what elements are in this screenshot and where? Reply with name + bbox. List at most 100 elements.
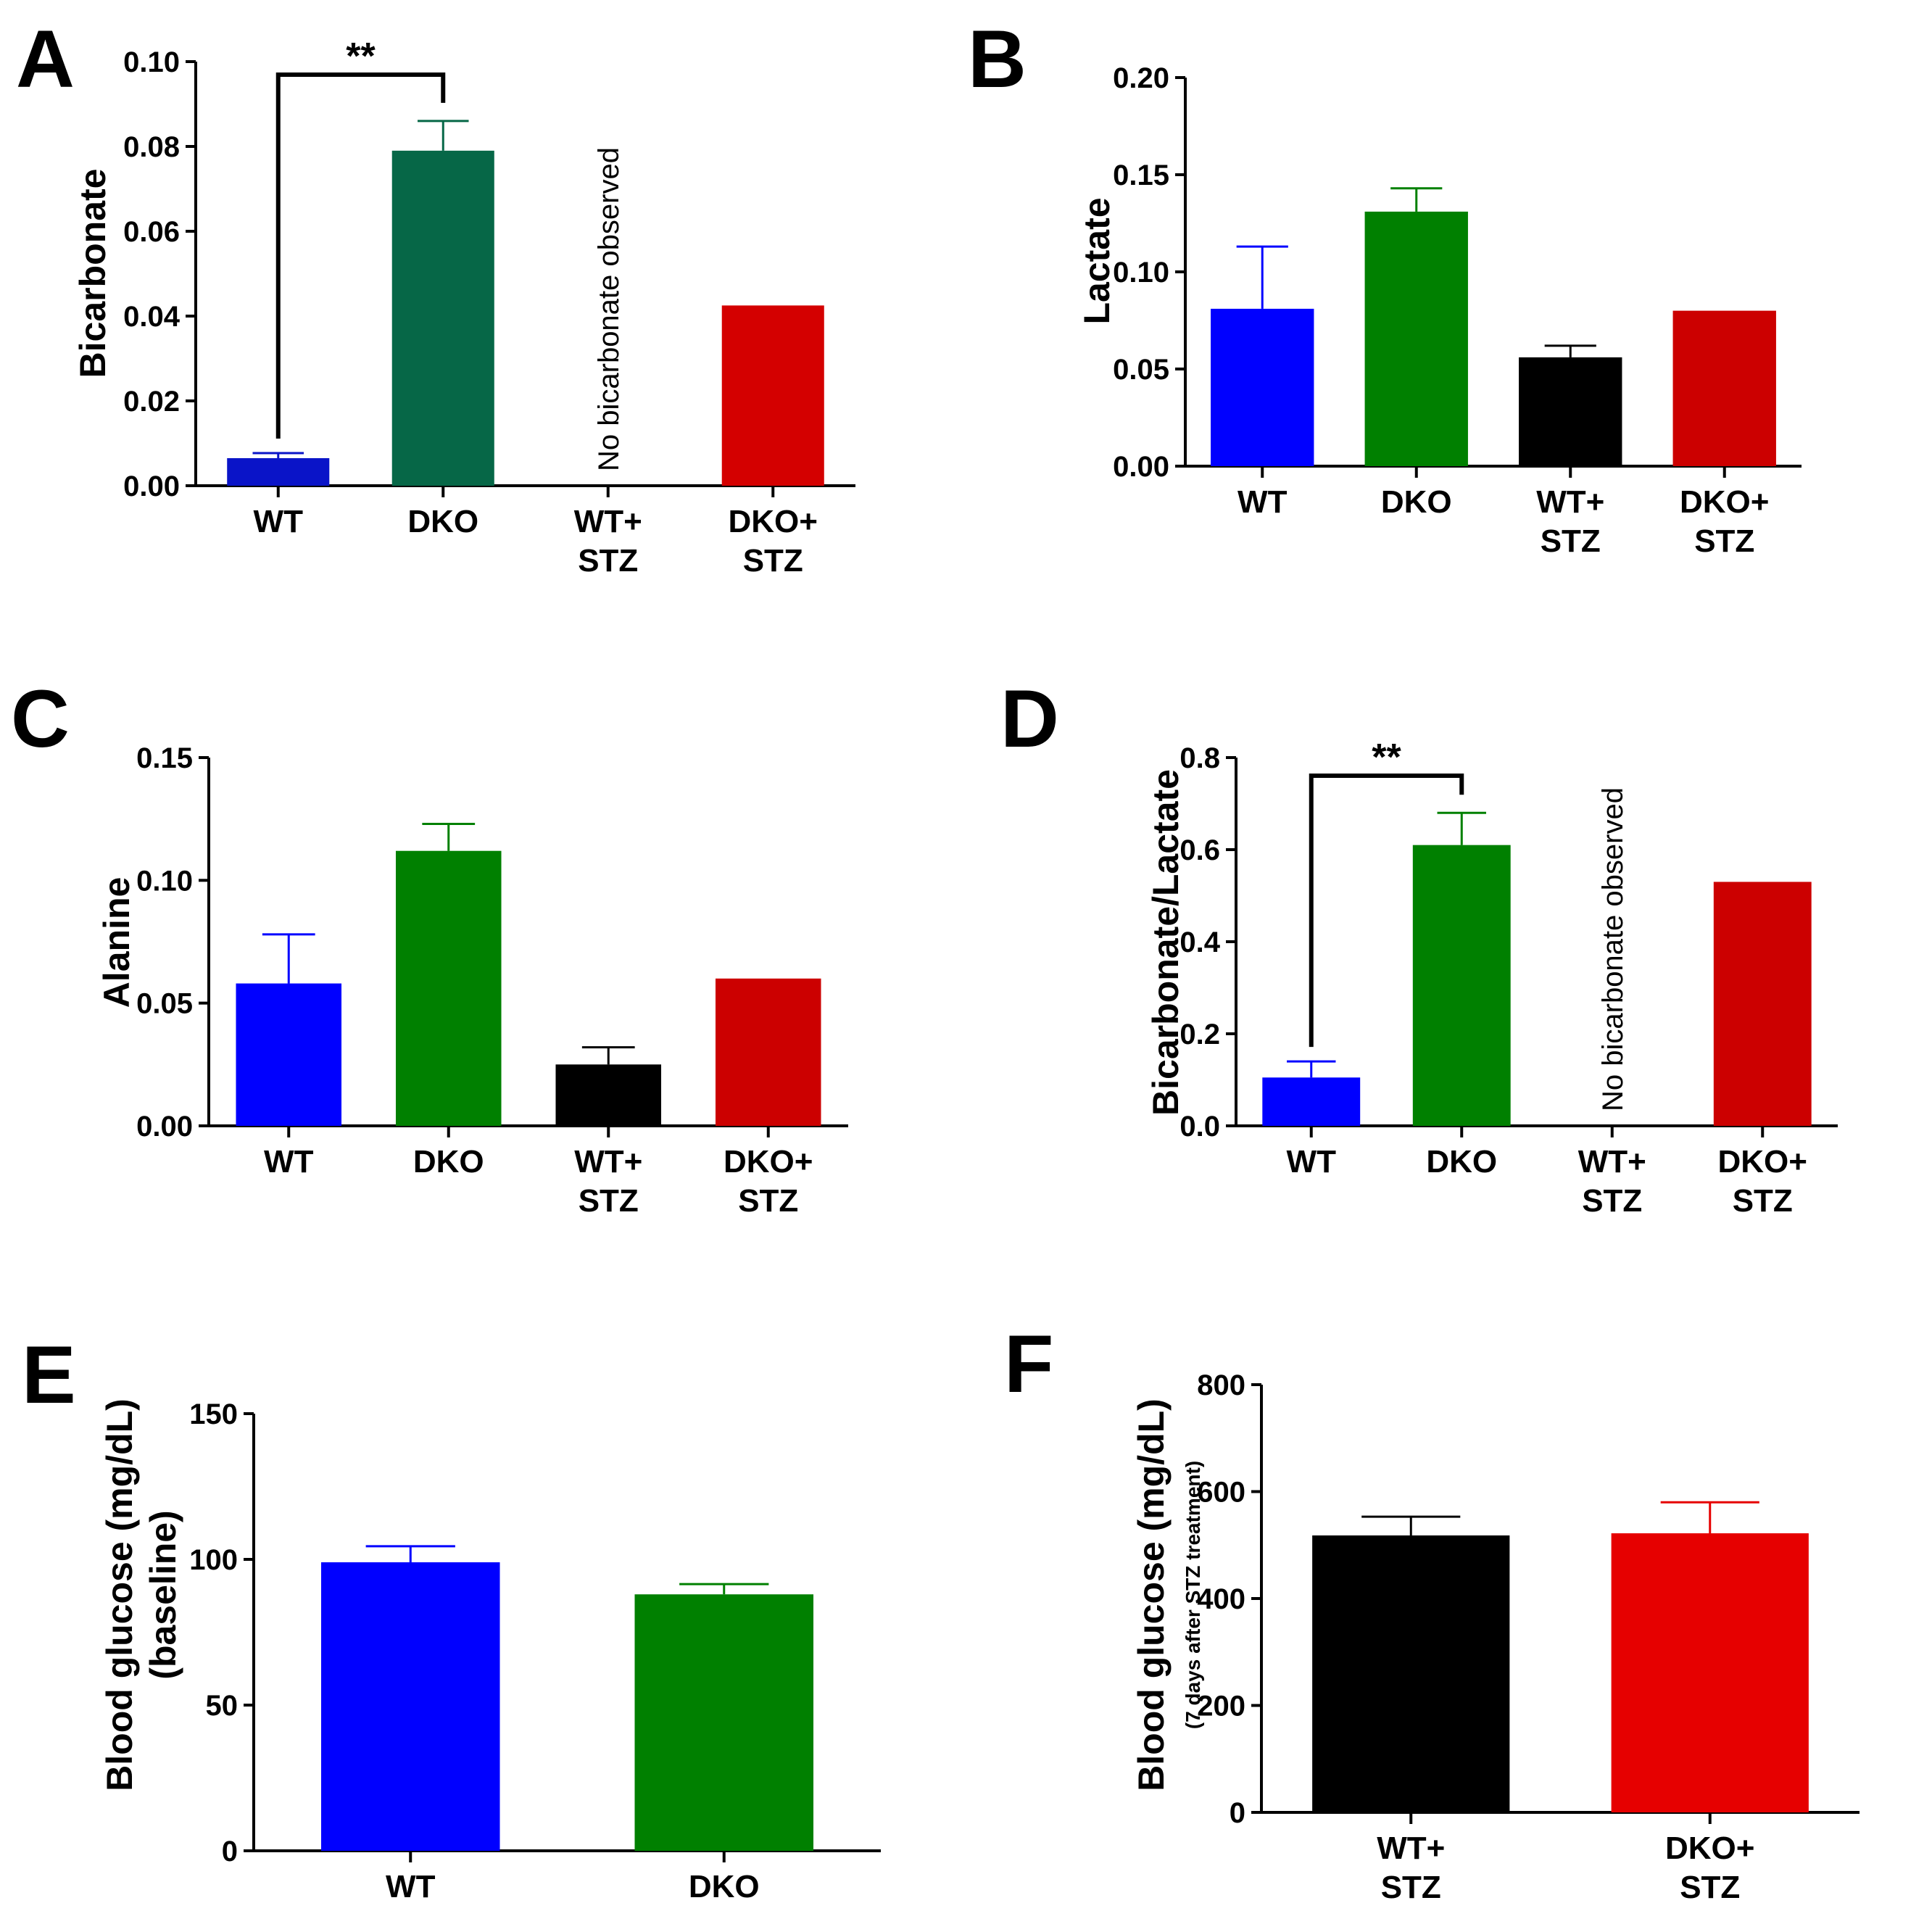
- y-tick-label-c: 0.15: [136, 742, 193, 774]
- bar-a: [391, 150, 494, 486]
- y-tick-label-a: 0.10: [123, 46, 180, 78]
- bar-e: [320, 1562, 500, 1851]
- category-label-d: WT+: [1578, 1144, 1646, 1179]
- category-label-d: STZ: [1733, 1183, 1793, 1219]
- category-label-a: WT: [254, 504, 304, 539]
- category-label-d: DKO: [1426, 1144, 1497, 1179]
- category-label-f: WT+: [1377, 1831, 1445, 1866]
- bar-c: [715, 978, 821, 1126]
- bar-b: [1519, 357, 1622, 466]
- y-tick-label-f: 0: [1230, 1797, 1245, 1829]
- significance-label-d: **: [1372, 737, 1401, 779]
- category-label-b: STZ: [1541, 523, 1601, 559]
- category-label-d: DKO+: [1718, 1144, 1807, 1179]
- y-tick-label-a: 0.00: [123, 470, 180, 502]
- bar-a: [227, 457, 330, 486]
- y-axis-label-f: Blood glucose (mg/dL): [1131, 1398, 1172, 1791]
- category-label-d: WT: [1287, 1144, 1337, 1179]
- category-label-b: DKO+: [1680, 484, 1769, 520]
- y-tick-label-b: 0.20: [1113, 62, 1169, 94]
- category-label-c: WT+: [574, 1144, 642, 1179]
- panel-c: C 0.00 0.05 0.10 0.15 Alanine WT DKO WT+ STZ DKO+ S…: [11, 673, 848, 1219]
- category-label-a: STZ: [743, 543, 803, 579]
- panel-a: A 0.00 0.02 0.04 0.06 0.08 0.10 Bicarbonate WT DK…: [16, 14, 855, 579]
- bar-d: [1412, 845, 1511, 1126]
- category-label-f: STZ: [1381, 1870, 1441, 1905]
- y-tick-label-b: 0.00: [1113, 451, 1169, 483]
- bar-d: [1713, 882, 1812, 1126]
- y-tick-label-d: 0.4: [1179, 926, 1220, 958]
- y-tick-label-a: 0.06: [123, 216, 180, 248]
- category-label-c: STZ: [738, 1183, 798, 1219]
- bar-d: [1262, 1077, 1361, 1126]
- y-tick-label-d: 0.8: [1179, 742, 1220, 774]
- y-axis-label-secondary-f: (7 days after STZ treatment): [1182, 1461, 1204, 1729]
- significance-bracket-a: [275, 72, 446, 439]
- panel-letter-a: A: [16, 14, 75, 104]
- category-label-a: DKO+: [729, 504, 818, 539]
- category-label-b: WT: [1237, 484, 1288, 520]
- category-label-d: STZ: [1582, 1183, 1642, 1219]
- y-tick-label-c: 0.00: [136, 1111, 193, 1143]
- y-tick-label-b: 0.10: [1113, 257, 1169, 289]
- category-label-c: DKO+: [724, 1144, 813, 1179]
- bar-b: [1211, 308, 1314, 466]
- y-axis-label-secondary-e: (baseline): [143, 1510, 183, 1679]
- bar-b: [1364, 211, 1468, 466]
- annotation-d: No bicarbonate observed: [1597, 787, 1629, 1111]
- y-tick-label-a: 0.04: [123, 301, 181, 333]
- category-label-a: WT+: [574, 504, 642, 539]
- y-axis-label-e: Blood glucose (mg/dL): [99, 1398, 140, 1791]
- panel-letter-e: E: [22, 1330, 76, 1420]
- bar-a: [721, 305, 824, 486]
- y-tick-label-d: 0.2: [1179, 1019, 1220, 1050]
- y-tick-label-f: 200: [1197, 1691, 1245, 1722]
- category-label-e: DKO: [689, 1869, 760, 1904]
- bar-f: [1611, 1533, 1809, 1812]
- panel-f: F 0 200 400 600 800 Blood glucose (mg/dL) (7 da…: [1004, 1319, 1860, 1905]
- y-tick-label-e: 0: [222, 1836, 238, 1867]
- category-label-f: STZ: [1680, 1870, 1740, 1905]
- y-tick-label-f: 800: [1197, 1369, 1245, 1401]
- y-tick-label-c: 0.05: [136, 988, 193, 1020]
- y-axis-label-c: Alanine: [96, 877, 137, 1008]
- y-tick-label-b: 0.05: [1113, 354, 1169, 386]
- category-label-e: WT: [386, 1869, 436, 1904]
- category-label-b: DKO: [1381, 484, 1452, 520]
- y-tick-label-d: 0.0: [1179, 1111, 1220, 1143]
- significance-bracket-d: [1309, 774, 1464, 1048]
- panel-letter-d: D: [1000, 673, 1059, 764]
- y-axis-label-b: Lactate: [1077, 197, 1117, 324]
- panel-letter-b: B: [968, 14, 1027, 104]
- bar-c: [555, 1064, 662, 1126]
- y-tick-label-f: 400: [1197, 1583, 1245, 1615]
- y-tick-label-e: 150: [189, 1398, 238, 1430]
- panel-e: E 0 50 100 150 Blood glucose (mg/dL) (baseline…: [22, 1330, 881, 1904]
- bar-f: [1312, 1535, 1510, 1812]
- y-tick-label-f: 600: [1197, 1477, 1245, 1509]
- significance-label-a: **: [346, 36, 376, 78]
- bar-b: [1672, 310, 1776, 466]
- y-tick-label-e: 100: [189, 1544, 238, 1576]
- y-axis-label-d: Bicarbonate/Lactate: [1145, 769, 1186, 1116]
- category-label-f: DKO+: [1665, 1831, 1754, 1866]
- y-tick-label-c: 0.10: [136, 865, 193, 897]
- category-label-c: STZ: [579, 1183, 639, 1219]
- y-tick-label-a: 0.02: [123, 386, 180, 418]
- annotation-a: No bicarbonate observed: [593, 147, 625, 471]
- y-tick-label-a: 0.08: [123, 131, 180, 163]
- panel-letter-c: C: [11, 673, 70, 764]
- y-tick-label-d: 0.6: [1179, 834, 1220, 866]
- bar-e: [634, 1594, 814, 1851]
- y-tick-label-b: 0.15: [1113, 159, 1169, 191]
- panel-letter-f: F: [1004, 1319, 1053, 1409]
- category-label-a: DKO: [407, 504, 478, 539]
- category-label-b: STZ: [1694, 523, 1754, 559]
- y-axis-label-a: Bicarbonate: [72, 169, 113, 378]
- category-label-a: STZ: [578, 543, 638, 579]
- bar-c: [395, 850, 502, 1126]
- category-label-b: WT+: [1536, 484, 1604, 520]
- category-label-c: WT: [264, 1144, 314, 1179]
